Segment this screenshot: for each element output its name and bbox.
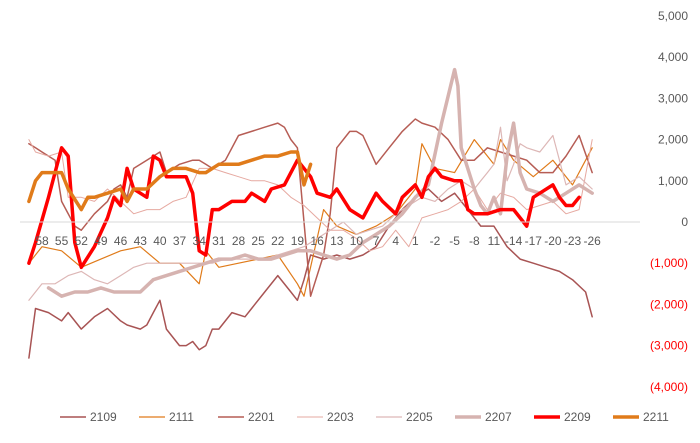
x-tick-label: 40 [153,234,167,248]
x-tick-label: 28 [232,234,246,248]
legend-item-2203: 2203 [297,410,354,424]
x-tick-label: 11 [488,234,501,248]
x-tick-label: 55 [55,234,69,248]
series-layer [27,67,594,359]
series-line-2209 [27,146,581,270]
x-tick-label: 19 [291,234,305,248]
x-tick-label: 22 [271,234,285,248]
x-tick-label: -2 [430,234,441,248]
series-line-2207 [46,67,594,298]
legend-label: 2211 [643,410,669,424]
x-tick-label: 10 [350,234,364,248]
y-tick-label: 3,000 [658,91,688,105]
x-tick-label: -17 [525,234,543,248]
x-tick-label: -20 [544,234,562,248]
legend: 2109 2111 2201 2203 2205 2207 2209 2211 [60,410,669,424]
x-tick-labels: 58 55 52 49 46 43 40 37 34 31 28 25 22 19 16 13 10 7 4 1 -2-… [35,234,601,248]
x-tick-label: 7 [373,234,380,248]
legend-label: 2201 [248,410,275,424]
x-tick-label: 43 [134,234,148,248]
x-tick-label: 25 [251,234,265,248]
series-line-2211 [27,150,313,212]
x-tick-label: -14 [505,234,523,248]
y-tick-label: (3,000) [650,339,688,353]
legend-label: 2209 [564,410,591,424]
y-tick-labels: 5,000 4,000 3,000 2,000 1,000 0 (1,000) (2,000)… [650,9,688,394]
x-tick-label: -8 [469,234,480,248]
legend-item-2205: 2205 [376,410,433,424]
x-tick-label: 49 [94,234,108,248]
x-tick-label: 37 [173,234,187,248]
x-tick-label: 1 [412,234,419,248]
y-tick-label: (4,000) [650,380,688,394]
series-line-2109 [28,188,593,359]
legend-item-2207: 2207 [455,410,512,424]
legend-item-2111: 2111 [139,410,194,424]
y-tick-label: (1,000) [650,256,688,270]
x-tick-label: 16 [310,234,324,248]
x-tick-label: 46 [114,234,128,248]
x-tick-label: -5 [449,234,460,248]
x-tick-label: 58 [35,234,49,248]
y-tick-label: 4,000 [658,50,688,64]
x-tick-label: 4 [392,234,399,248]
x-tick-label: 34 [193,234,207,248]
legend-label: 2207 [485,410,512,424]
x-tick-label: -23 [564,234,582,248]
x-tick-label: -26 [584,234,602,248]
legend-label: 2109 [90,410,117,424]
x-tick-label: 13 [330,234,344,248]
legend-item-2201: 2201 [218,410,275,424]
legend-item-2109: 2109 [60,410,117,424]
series-line-2205 [28,126,593,301]
y-tick-label: 2,000 [658,133,688,147]
legend-label: 2203 [327,410,354,424]
y-tick-label: (2,000) [650,297,688,311]
x-tick-label: 52 [75,234,89,248]
y-tick-label: 1,000 [658,174,688,188]
x-tick-label: 31 [212,234,226,248]
y-tick-label: 5,000 [658,9,688,23]
legend-item-2209: 2209 [534,410,591,424]
y-tick-label: 0 [681,215,688,229]
legend-label: 2205 [406,410,433,424]
legend-label: 2111 [169,410,194,424]
legend-item-2211: 2211 [613,410,669,424]
